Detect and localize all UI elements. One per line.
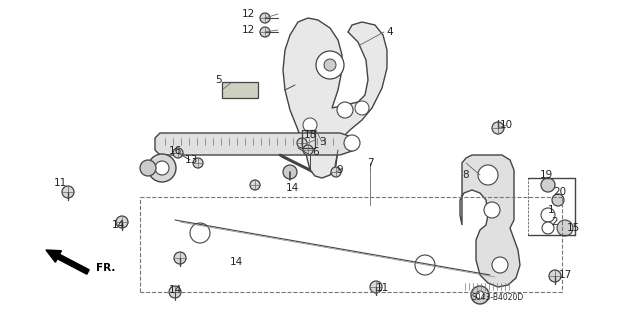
Circle shape (169, 286, 181, 298)
Circle shape (415, 255, 435, 275)
Text: 6: 6 (313, 147, 319, 157)
Text: 15: 15 (566, 223, 580, 233)
Text: S043-B4020D: S043-B4020D (472, 293, 524, 302)
Text: 19: 19 (540, 170, 552, 180)
Circle shape (62, 186, 74, 198)
Polygon shape (460, 155, 520, 287)
Text: 14: 14 (168, 285, 182, 295)
Circle shape (260, 27, 270, 37)
Circle shape (303, 118, 317, 132)
Circle shape (492, 122, 504, 134)
Circle shape (478, 165, 498, 185)
Text: 20: 20 (554, 187, 566, 197)
Circle shape (140, 160, 156, 176)
Circle shape (148, 154, 176, 182)
Circle shape (173, 148, 183, 158)
Polygon shape (222, 82, 258, 98)
Text: 12: 12 (241, 9, 255, 19)
Text: 3: 3 (319, 137, 325, 147)
Text: 14: 14 (285, 183, 299, 193)
Text: 5: 5 (214, 75, 221, 85)
Text: 17: 17 (558, 270, 572, 280)
Text: 14: 14 (111, 220, 125, 230)
Text: 7: 7 (367, 158, 373, 168)
Circle shape (492, 257, 508, 273)
Text: 4: 4 (387, 27, 394, 37)
Circle shape (549, 270, 561, 282)
Circle shape (190, 223, 210, 243)
Circle shape (193, 158, 203, 168)
Circle shape (283, 165, 297, 179)
Circle shape (260, 13, 270, 23)
Circle shape (303, 145, 313, 155)
Text: 2: 2 (552, 217, 558, 227)
Circle shape (297, 138, 307, 148)
Circle shape (542, 222, 554, 234)
Circle shape (337, 102, 353, 118)
Text: 8: 8 (463, 170, 469, 180)
Polygon shape (283, 18, 387, 178)
Circle shape (484, 202, 500, 218)
Circle shape (331, 167, 341, 177)
Circle shape (355, 101, 369, 115)
Circle shape (316, 51, 344, 79)
Circle shape (552, 194, 564, 206)
Polygon shape (155, 133, 355, 155)
FancyArrow shape (46, 250, 89, 274)
Circle shape (155, 161, 169, 175)
Circle shape (557, 220, 573, 236)
Text: 11: 11 (53, 178, 67, 188)
Text: 12: 12 (241, 25, 255, 35)
Circle shape (116, 216, 128, 228)
Circle shape (370, 281, 382, 293)
Circle shape (174, 252, 186, 264)
Text: 14: 14 (229, 257, 243, 267)
Circle shape (324, 59, 336, 71)
Text: 1: 1 (548, 205, 554, 215)
Text: 16: 16 (168, 146, 182, 156)
Circle shape (292, 142, 304, 154)
Circle shape (344, 135, 360, 151)
Text: 13: 13 (184, 155, 198, 165)
Text: FR.: FR. (96, 263, 115, 273)
Text: 10: 10 (499, 120, 513, 130)
Text: 18: 18 (303, 130, 317, 140)
Circle shape (541, 178, 555, 192)
Circle shape (541, 208, 555, 222)
Circle shape (471, 286, 489, 304)
Text: 11: 11 (376, 283, 388, 293)
Circle shape (476, 291, 484, 299)
Circle shape (250, 180, 260, 190)
Text: 9: 9 (337, 165, 343, 175)
